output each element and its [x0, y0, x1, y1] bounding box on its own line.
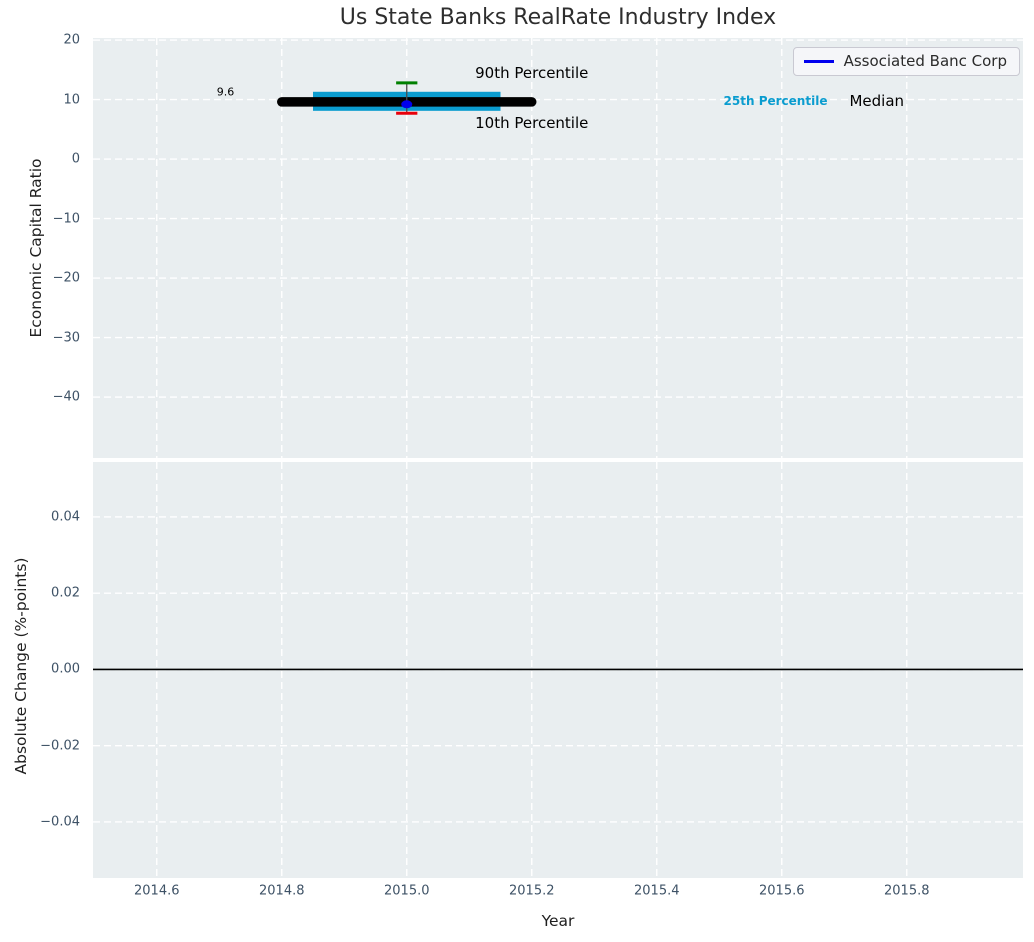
chart-title: Us State Banks RealRate Industry Index — [339, 5, 777, 30]
legend-line-swatch — [803, 59, 834, 63]
legend: Associated Banc Corp — [792, 47, 1020, 76]
x-tick-label: 2015.6 — [759, 883, 805, 899]
y-tick-label: 0 — [71, 151, 80, 167]
y-tick-label: −0.02 — [40, 738, 80, 754]
bottom-axes-canvas — [93, 462, 1023, 878]
top-axes: Associated Banc Corp 9.6 90th Percentile 1… — [93, 38, 1023, 458]
company-point — [401, 100, 413, 109]
annotation-median-label: Median — [849, 91, 905, 110]
annotation-p10-label: 10th Percentile — [475, 113, 589, 132]
top-y-axis-label: Economic Capital Ratio — [27, 158, 45, 338]
x-tick-label: 2014.6 — [134, 883, 180, 899]
y-tick-label: 0.00 — [51, 661, 80, 677]
y-tick-label: 10 — [63, 92, 80, 108]
y-tick-label: −10 — [52, 211, 80, 227]
annotation-median-value: 9.6 — [216, 85, 235, 99]
x-tick-label: 2015.0 — [384, 883, 430, 899]
y-tick-label: 0.04 — [51, 509, 80, 525]
bottom-axes — [93, 462, 1023, 878]
y-tick-label: −0.04 — [40, 814, 80, 830]
y-tick-label: −40 — [52, 389, 80, 405]
top-axes-canvas — [93, 38, 1023, 458]
x-tick-label: 2015.2 — [509, 883, 555, 899]
annotation-p25-label: 25th Percentile — [723, 93, 828, 108]
x-tick-label: 2015.8 — [884, 883, 930, 899]
y-tick-label: 20 — [63, 32, 80, 48]
annotation-p90-label: 90th Percentile — [475, 63, 589, 82]
y-tick-label: 0.02 — [51, 585, 80, 601]
x-tick-label: 2015.4 — [634, 883, 680, 899]
y-tick-label: −30 — [52, 330, 80, 345]
x-axis-label: Year — [541, 912, 575, 930]
legend-label: Associated Banc Corp — [843, 52, 1007, 70]
y-tick-label: −20 — [52, 270, 80, 286]
x-tick-label: 2014.8 — [259, 883, 305, 899]
